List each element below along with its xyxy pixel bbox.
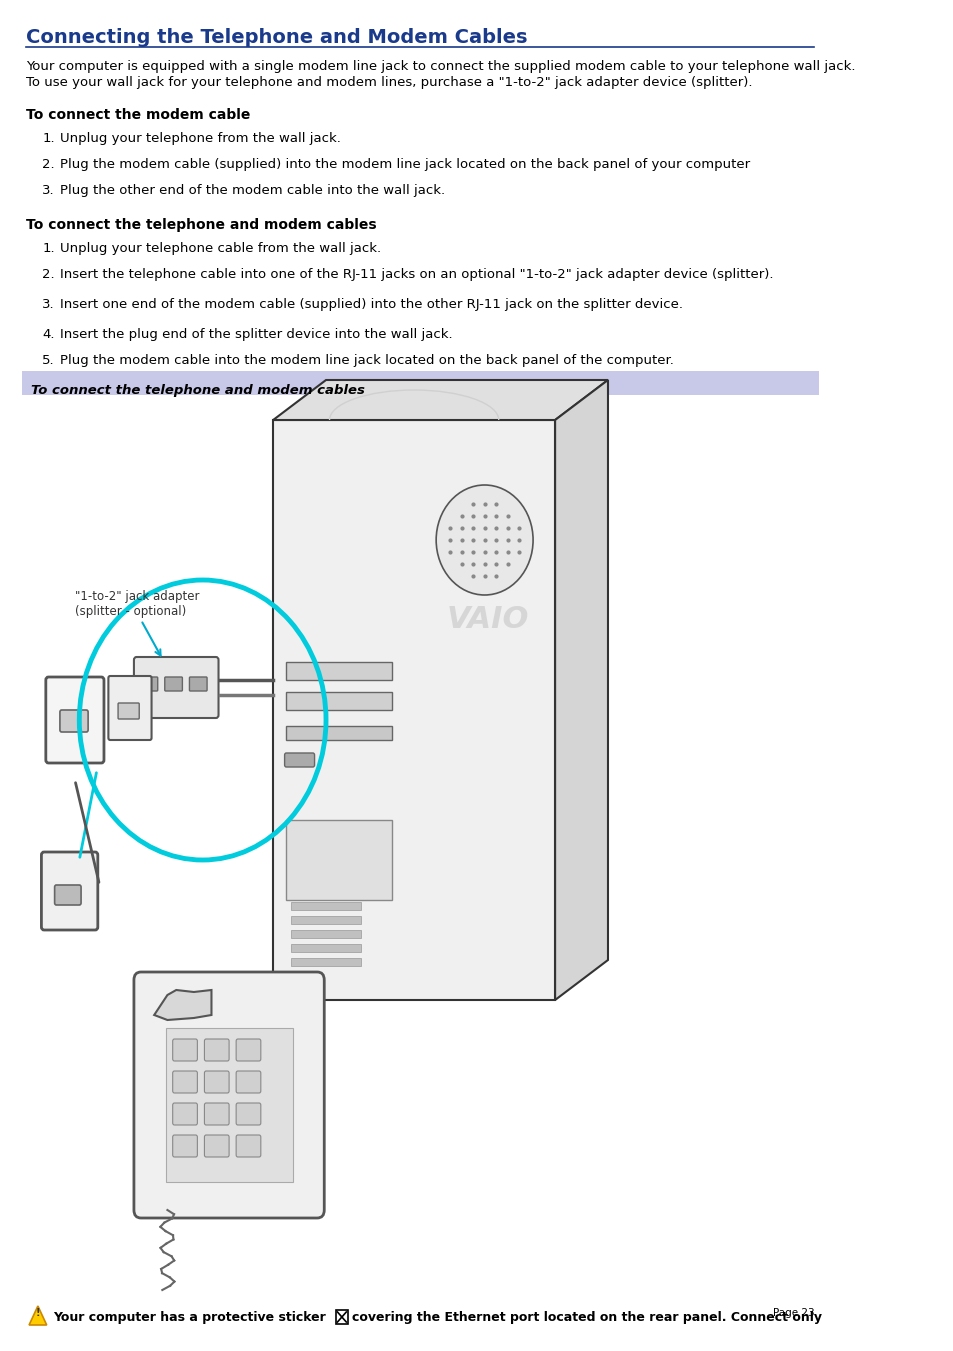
Text: 3.: 3. <box>42 184 55 197</box>
FancyBboxPatch shape <box>291 929 361 938</box>
FancyBboxPatch shape <box>172 1039 197 1061</box>
Text: Insert the telephone cable into one of the RJ-11 jacks on an optional "1-to-2" j: Insert the telephone cable into one of t… <box>60 267 773 281</box>
FancyBboxPatch shape <box>286 692 392 711</box>
FancyBboxPatch shape <box>286 725 392 740</box>
Text: Unplug your telephone from the wall jack.: Unplug your telephone from the wall jack… <box>60 132 340 145</box>
Text: Insert one end of the modem cable (supplied) into the other RJ-11 jack on the sp: Insert one end of the modem cable (suppl… <box>60 299 682 311</box>
Text: 2.: 2. <box>42 158 55 172</box>
Polygon shape <box>29 1306 47 1325</box>
Text: 1.: 1. <box>42 132 55 145</box>
Text: To connect the modem cable: To connect the modem cable <box>27 108 251 122</box>
Polygon shape <box>154 990 212 1020</box>
Text: !: ! <box>35 1308 40 1319</box>
FancyBboxPatch shape <box>291 958 361 966</box>
FancyBboxPatch shape <box>236 1135 260 1156</box>
FancyBboxPatch shape <box>284 753 314 767</box>
FancyBboxPatch shape <box>60 711 88 732</box>
Text: Your computer has a protective sticker: Your computer has a protective sticker <box>52 1310 325 1324</box>
FancyBboxPatch shape <box>172 1135 197 1156</box>
FancyBboxPatch shape <box>133 971 324 1219</box>
FancyBboxPatch shape <box>204 1135 229 1156</box>
FancyBboxPatch shape <box>41 852 98 929</box>
Text: To use your wall jack for your telephone and modem lines, purchase a "1-to-2" ja: To use your wall jack for your telephone… <box>27 76 752 89</box>
FancyBboxPatch shape <box>273 420 555 1000</box>
Text: Plug the other end of the modem cable into the wall jack.: Plug the other end of the modem cable in… <box>60 184 445 197</box>
Text: Page 23: Page 23 <box>772 1308 813 1319</box>
FancyBboxPatch shape <box>291 944 361 952</box>
Polygon shape <box>273 380 607 420</box>
FancyBboxPatch shape <box>165 677 182 690</box>
Polygon shape <box>555 380 607 1000</box>
FancyBboxPatch shape <box>291 902 361 911</box>
Text: 5.: 5. <box>42 354 55 367</box>
Text: "1-to-2" jack adapter
(splitter - optional): "1-to-2" jack adapter (splitter - option… <box>75 590 199 617</box>
Text: VAIO: VAIO <box>446 605 528 635</box>
FancyBboxPatch shape <box>46 677 104 763</box>
FancyBboxPatch shape <box>286 820 392 900</box>
Text: 3.: 3. <box>42 299 55 311</box>
FancyBboxPatch shape <box>190 677 207 690</box>
FancyBboxPatch shape <box>204 1102 229 1125</box>
Text: Unplug your telephone cable from the wall jack.: Unplug your telephone cable from the wal… <box>60 242 380 255</box>
FancyBboxPatch shape <box>172 1102 197 1125</box>
Text: 1.: 1. <box>42 242 55 255</box>
Text: Plug the modem cable into the modem line jack located on the back panel of the c: Plug the modem cable into the modem line… <box>60 354 673 367</box>
Text: Connecting the Telephone and Modem Cables: Connecting the Telephone and Modem Cable… <box>27 28 527 47</box>
Text: Plug the modem cable (supplied) into the modem line jack located on the back pan: Plug the modem cable (supplied) into the… <box>60 158 749 172</box>
FancyBboxPatch shape <box>109 676 152 740</box>
FancyBboxPatch shape <box>236 1039 260 1061</box>
FancyBboxPatch shape <box>140 677 157 690</box>
FancyBboxPatch shape <box>286 662 392 680</box>
Text: To connect the telephone and modem cables: To connect the telephone and modem cable… <box>30 384 364 397</box>
FancyBboxPatch shape <box>54 885 81 905</box>
Circle shape <box>436 485 533 594</box>
FancyBboxPatch shape <box>133 657 218 717</box>
FancyBboxPatch shape <box>236 1102 260 1125</box>
Text: Insert the plug end of the splitter device into the wall jack.: Insert the plug end of the splitter devi… <box>60 328 452 340</box>
Text: Your computer is equipped with a single modem line jack to connect the supplied : Your computer is equipped with a single … <box>27 59 855 73</box>
FancyBboxPatch shape <box>22 372 818 394</box>
FancyBboxPatch shape <box>166 1028 293 1182</box>
FancyBboxPatch shape <box>204 1071 229 1093</box>
Text: covering the Ethernet port located on the rear panel. Connect only: covering the Ethernet port located on th… <box>352 1310 821 1324</box>
FancyBboxPatch shape <box>236 1071 260 1093</box>
Text: 2.: 2. <box>42 267 55 281</box>
FancyBboxPatch shape <box>118 703 139 719</box>
Text: 4.: 4. <box>42 328 54 340</box>
FancyBboxPatch shape <box>172 1071 197 1093</box>
FancyBboxPatch shape <box>291 916 361 924</box>
Text: To connect the telephone and modem cables: To connect the telephone and modem cable… <box>27 218 376 232</box>
FancyBboxPatch shape <box>204 1039 229 1061</box>
